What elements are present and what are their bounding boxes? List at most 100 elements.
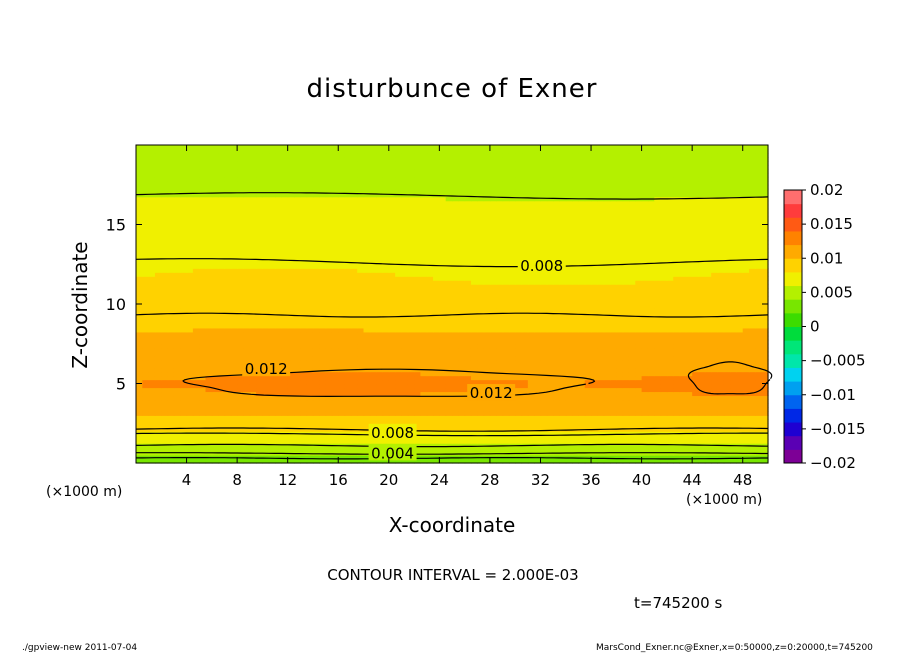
field-cell — [717, 379, 725, 385]
field-cell — [369, 292, 377, 297]
field-cell — [439, 288, 447, 293]
field-cell — [540, 371, 548, 377]
field-cell — [736, 435, 744, 440]
field-cell — [401, 335, 409, 341]
field-cell — [338, 387, 346, 393]
field-cell — [262, 443, 270, 448]
field-cell — [414, 383, 421, 389]
field-cell — [319, 419, 327, 424]
field-cell — [237, 315, 245, 321]
field-cell — [452, 459, 459, 464]
field-cell — [211, 351, 219, 357]
field-cell — [319, 351, 327, 357]
field-cell — [553, 415, 561, 420]
field-cell — [357, 419, 365, 424]
field-cell — [382, 367, 390, 373]
field-cell — [660, 268, 668, 273]
field-cell — [249, 395, 257, 401]
field-cell — [243, 411, 251, 416]
field-cell — [597, 307, 605, 313]
field-cell — [489, 375, 497, 381]
field-cell — [761, 280, 769, 285]
field-cell — [205, 288, 213, 293]
field-cell — [477, 351, 485, 357]
field-cell — [161, 288, 169, 293]
field-cell — [357, 359, 365, 365]
field-cell — [154, 323, 162, 329]
field-cell — [161, 379, 169, 385]
field-cell — [723, 268, 731, 273]
field-cell — [698, 447, 706, 452]
field-cell — [603, 415, 611, 420]
field-cell — [256, 427, 263, 432]
field-cell — [704, 391, 712, 397]
field-cell — [502, 319, 510, 325]
field-cell — [622, 415, 630, 420]
field-cell — [679, 399, 687, 404]
field-cell — [527, 387, 535, 393]
field-cell — [218, 443, 226, 448]
field-cell — [401, 351, 409, 357]
field-cell — [300, 411, 308, 416]
field-cell — [395, 367, 403, 373]
field-cell — [572, 415, 579, 420]
field-cell — [452, 288, 459, 293]
field-cell — [622, 451, 630, 456]
field-cell — [350, 419, 358, 424]
field-cell — [237, 292, 245, 297]
field-cell — [546, 379, 554, 385]
field-cell — [711, 347, 719, 353]
field-cell — [736, 331, 744, 337]
field-cell — [331, 415, 339, 420]
field-cell — [407, 292, 415, 297]
field-cell — [262, 403, 270, 408]
field-cell — [211, 323, 219, 329]
field-cell — [192, 363, 200, 369]
field-cell — [603, 395, 611, 401]
field-cell — [654, 439, 662, 444]
field-cell — [546, 387, 554, 393]
field-cell — [205, 447, 213, 452]
field-cell — [515, 427, 523, 432]
field-cell — [192, 435, 200, 440]
field-cell — [338, 331, 346, 337]
field-cell — [433, 423, 440, 428]
field-cell — [388, 276, 396, 281]
field-cell — [749, 284, 756, 289]
field-cell — [673, 367, 681, 373]
field-cell — [540, 296, 548, 301]
field-cell — [426, 288, 434, 293]
field-cell — [192, 443, 200, 448]
field-cell — [622, 395, 630, 401]
field-cell — [610, 343, 617, 349]
field-cell — [249, 407, 257, 412]
field-cell — [704, 395, 712, 401]
field-cell — [477, 276, 485, 281]
field-cell — [338, 304, 346, 309]
field-cell — [723, 343, 731, 349]
field-cell — [180, 363, 188, 369]
field-cell — [736, 304, 744, 309]
field-cell — [186, 411, 194, 416]
field-cell — [692, 280, 700, 285]
field-cell — [496, 355, 504, 361]
field-cell — [230, 315, 238, 321]
field-cell — [420, 363, 428, 369]
field-cell — [717, 343, 725, 349]
field-cell — [527, 383, 535, 389]
field-cell — [142, 419, 150, 424]
field-cell — [723, 351, 731, 357]
field-cell — [458, 371, 466, 377]
field-cell — [711, 387, 719, 393]
field-cell — [407, 363, 415, 369]
field-cell — [679, 319, 687, 325]
field-cell — [180, 276, 188, 281]
field-cell — [730, 419, 737, 424]
field-cell — [211, 319, 219, 325]
field-cell — [553, 307, 561, 313]
field-cell — [237, 363, 245, 369]
field-cell — [508, 375, 516, 381]
field-cell — [452, 296, 459, 301]
field-cell — [704, 284, 712, 289]
field-cell — [224, 307, 232, 313]
